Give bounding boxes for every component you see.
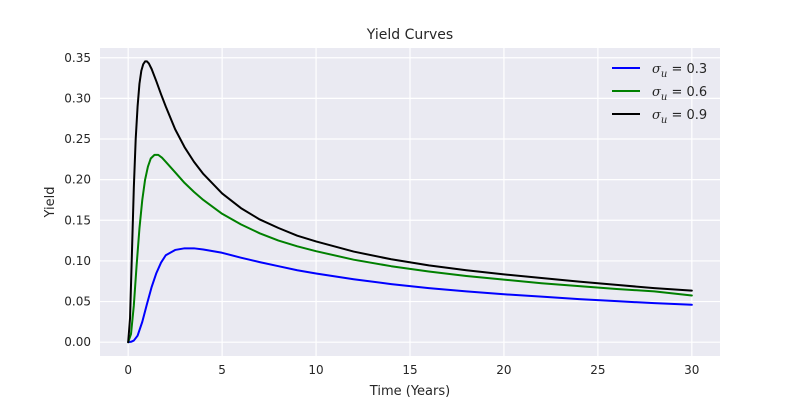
legend-label-symbol: σ xyxy=(652,85,662,100)
y-tick-label: 0.10 xyxy=(64,254,91,268)
x-tick-label: 10 xyxy=(308,363,323,377)
grid-lines xyxy=(100,48,720,356)
legend-label-subscript: u xyxy=(661,115,667,126)
legend-entry: σu = 0.9 xyxy=(612,108,707,126)
x-tick-label: 30 xyxy=(684,363,699,377)
legend-entry: σu = 0.6 xyxy=(612,85,707,103)
legend-label-value: = 0.9 xyxy=(667,108,707,123)
legend-label-symbol: σ xyxy=(652,108,662,123)
legend-label-value: = 0.6 xyxy=(667,85,707,100)
y-tick-labels: 0.00 0.05 0.10 0.15 0.20 0.25 0.30 0.35 xyxy=(64,51,91,349)
series-line-3 xyxy=(127,60,693,344)
x-axis-label: Time (Years) xyxy=(369,384,450,399)
legend-label: σu = 0.9 xyxy=(652,108,707,126)
x-tick-label: 25 xyxy=(590,363,605,377)
y-tick-label: 0.35 xyxy=(64,51,91,65)
x-tick-label: 15 xyxy=(402,363,417,377)
x-tick-label: 5 xyxy=(218,363,226,377)
legend-label-subscript: u xyxy=(661,92,667,103)
y-axis-label: Yield xyxy=(43,187,58,219)
x-tick-label: 20 xyxy=(496,363,511,377)
y-tick-label: 0.00 xyxy=(64,335,91,349)
legend-label: σu = 0.6 xyxy=(652,85,707,103)
y-tick-label: 0.15 xyxy=(64,213,91,227)
legend-entry: σu = 0.3 xyxy=(612,62,707,80)
legend-label: σu = 0.3 xyxy=(652,62,707,80)
y-tick-label: 0.25 xyxy=(64,132,91,146)
legend-label-symbol: σ xyxy=(652,62,662,77)
x-tick-label: 0 xyxy=(124,363,132,377)
series-line-1 xyxy=(127,247,693,344)
y-tick-label: 0.05 xyxy=(64,295,91,309)
y-tick-label: 0.20 xyxy=(64,173,91,187)
legend-label-value: = 0.3 xyxy=(667,62,707,77)
legend-label-subscript: u xyxy=(661,69,667,80)
series-lines xyxy=(127,60,693,344)
legend: σu = 0.3σu = 0.6σu = 0.9 xyxy=(612,62,707,126)
chart-title: Yield Curves xyxy=(366,27,453,43)
series-line-2 xyxy=(127,153,693,344)
x-tick-labels: 0 5 10 15 20 25 30 xyxy=(124,363,699,377)
y-tick-label: 0.30 xyxy=(64,91,91,105)
